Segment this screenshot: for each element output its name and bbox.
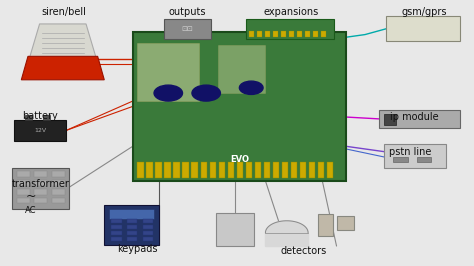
FancyBboxPatch shape bbox=[300, 162, 306, 178]
Circle shape bbox=[239, 81, 263, 94]
FancyBboxPatch shape bbox=[281, 31, 286, 37]
FancyBboxPatch shape bbox=[109, 209, 154, 219]
FancyBboxPatch shape bbox=[273, 31, 278, 37]
FancyBboxPatch shape bbox=[143, 231, 153, 235]
Text: outputs: outputs bbox=[168, 7, 206, 17]
FancyBboxPatch shape bbox=[309, 162, 315, 178]
Text: ip module: ip module bbox=[391, 112, 439, 122]
FancyBboxPatch shape bbox=[182, 162, 189, 178]
FancyBboxPatch shape bbox=[127, 231, 137, 235]
FancyBboxPatch shape bbox=[143, 237, 153, 241]
FancyBboxPatch shape bbox=[34, 180, 47, 186]
FancyBboxPatch shape bbox=[297, 31, 302, 37]
FancyBboxPatch shape bbox=[127, 219, 137, 223]
Text: gsm/gprs: gsm/gprs bbox=[401, 7, 447, 17]
FancyBboxPatch shape bbox=[417, 157, 431, 162]
Text: EVO: EVO bbox=[230, 155, 249, 164]
Text: siren/bell: siren/bell bbox=[42, 7, 86, 17]
Text: battery: battery bbox=[22, 111, 58, 121]
FancyBboxPatch shape bbox=[34, 171, 47, 177]
FancyBboxPatch shape bbox=[318, 162, 324, 178]
FancyBboxPatch shape bbox=[318, 214, 333, 236]
FancyBboxPatch shape bbox=[191, 162, 198, 178]
FancyBboxPatch shape bbox=[133, 32, 346, 181]
FancyBboxPatch shape bbox=[127, 237, 137, 241]
FancyBboxPatch shape bbox=[43, 115, 50, 120]
FancyBboxPatch shape bbox=[146, 162, 153, 178]
Text: transformer: transformer bbox=[11, 178, 69, 189]
FancyBboxPatch shape bbox=[52, 171, 65, 177]
FancyBboxPatch shape bbox=[386, 16, 460, 41]
FancyBboxPatch shape bbox=[143, 225, 153, 229]
FancyBboxPatch shape bbox=[104, 205, 159, 245]
FancyBboxPatch shape bbox=[327, 162, 333, 178]
FancyBboxPatch shape bbox=[127, 225, 137, 229]
FancyBboxPatch shape bbox=[12, 168, 69, 209]
FancyBboxPatch shape bbox=[155, 162, 162, 178]
Text: detectors: detectors bbox=[280, 246, 327, 256]
FancyBboxPatch shape bbox=[384, 114, 396, 125]
FancyBboxPatch shape bbox=[25, 115, 32, 120]
FancyBboxPatch shape bbox=[143, 219, 153, 223]
Circle shape bbox=[192, 85, 220, 101]
Text: pstn line: pstn line bbox=[389, 147, 431, 157]
FancyBboxPatch shape bbox=[14, 120, 66, 141]
Text: keypads: keypads bbox=[117, 244, 158, 254]
FancyBboxPatch shape bbox=[137, 162, 144, 178]
FancyBboxPatch shape bbox=[164, 19, 211, 39]
FancyBboxPatch shape bbox=[246, 19, 334, 39]
FancyBboxPatch shape bbox=[17, 198, 30, 203]
FancyBboxPatch shape bbox=[289, 31, 294, 37]
FancyBboxPatch shape bbox=[257, 31, 262, 37]
FancyBboxPatch shape bbox=[282, 162, 288, 178]
FancyBboxPatch shape bbox=[384, 144, 446, 168]
Polygon shape bbox=[30, 24, 96, 57]
FancyBboxPatch shape bbox=[52, 198, 65, 203]
FancyBboxPatch shape bbox=[265, 31, 270, 37]
FancyBboxPatch shape bbox=[273, 162, 279, 178]
FancyBboxPatch shape bbox=[393, 157, 408, 162]
FancyBboxPatch shape bbox=[173, 162, 180, 178]
FancyBboxPatch shape bbox=[291, 162, 297, 178]
Text: ~: ~ bbox=[26, 190, 36, 203]
FancyBboxPatch shape bbox=[219, 162, 225, 178]
FancyBboxPatch shape bbox=[305, 31, 310, 37]
FancyBboxPatch shape bbox=[111, 231, 122, 235]
FancyBboxPatch shape bbox=[111, 237, 122, 241]
Text: AC: AC bbox=[25, 206, 36, 215]
FancyBboxPatch shape bbox=[164, 162, 171, 178]
FancyBboxPatch shape bbox=[52, 189, 65, 195]
FancyBboxPatch shape bbox=[111, 219, 122, 223]
FancyBboxPatch shape bbox=[52, 180, 65, 186]
Text: expansions: expansions bbox=[264, 7, 319, 17]
FancyBboxPatch shape bbox=[237, 162, 243, 178]
FancyBboxPatch shape bbox=[337, 216, 354, 230]
FancyBboxPatch shape bbox=[313, 31, 318, 37]
Text: ⊡⊡: ⊡⊡ bbox=[182, 26, 193, 32]
FancyBboxPatch shape bbox=[246, 162, 252, 178]
Polygon shape bbox=[21, 56, 104, 80]
FancyBboxPatch shape bbox=[17, 180, 30, 186]
Polygon shape bbox=[265, 233, 308, 246]
FancyBboxPatch shape bbox=[264, 162, 270, 178]
FancyBboxPatch shape bbox=[216, 213, 254, 246]
Circle shape bbox=[154, 85, 182, 101]
FancyBboxPatch shape bbox=[201, 162, 207, 178]
FancyBboxPatch shape bbox=[17, 171, 30, 177]
FancyBboxPatch shape bbox=[17, 189, 30, 195]
FancyBboxPatch shape bbox=[34, 198, 47, 203]
FancyBboxPatch shape bbox=[34, 189, 47, 195]
FancyBboxPatch shape bbox=[379, 110, 460, 128]
FancyBboxPatch shape bbox=[210, 162, 216, 178]
FancyBboxPatch shape bbox=[137, 43, 199, 101]
FancyBboxPatch shape bbox=[218, 45, 265, 93]
FancyBboxPatch shape bbox=[249, 31, 254, 37]
FancyBboxPatch shape bbox=[228, 162, 234, 178]
Polygon shape bbox=[265, 221, 308, 233]
Text: 12V: 12V bbox=[34, 128, 46, 133]
FancyBboxPatch shape bbox=[111, 225, 122, 229]
FancyBboxPatch shape bbox=[255, 162, 261, 178]
FancyBboxPatch shape bbox=[321, 31, 326, 37]
